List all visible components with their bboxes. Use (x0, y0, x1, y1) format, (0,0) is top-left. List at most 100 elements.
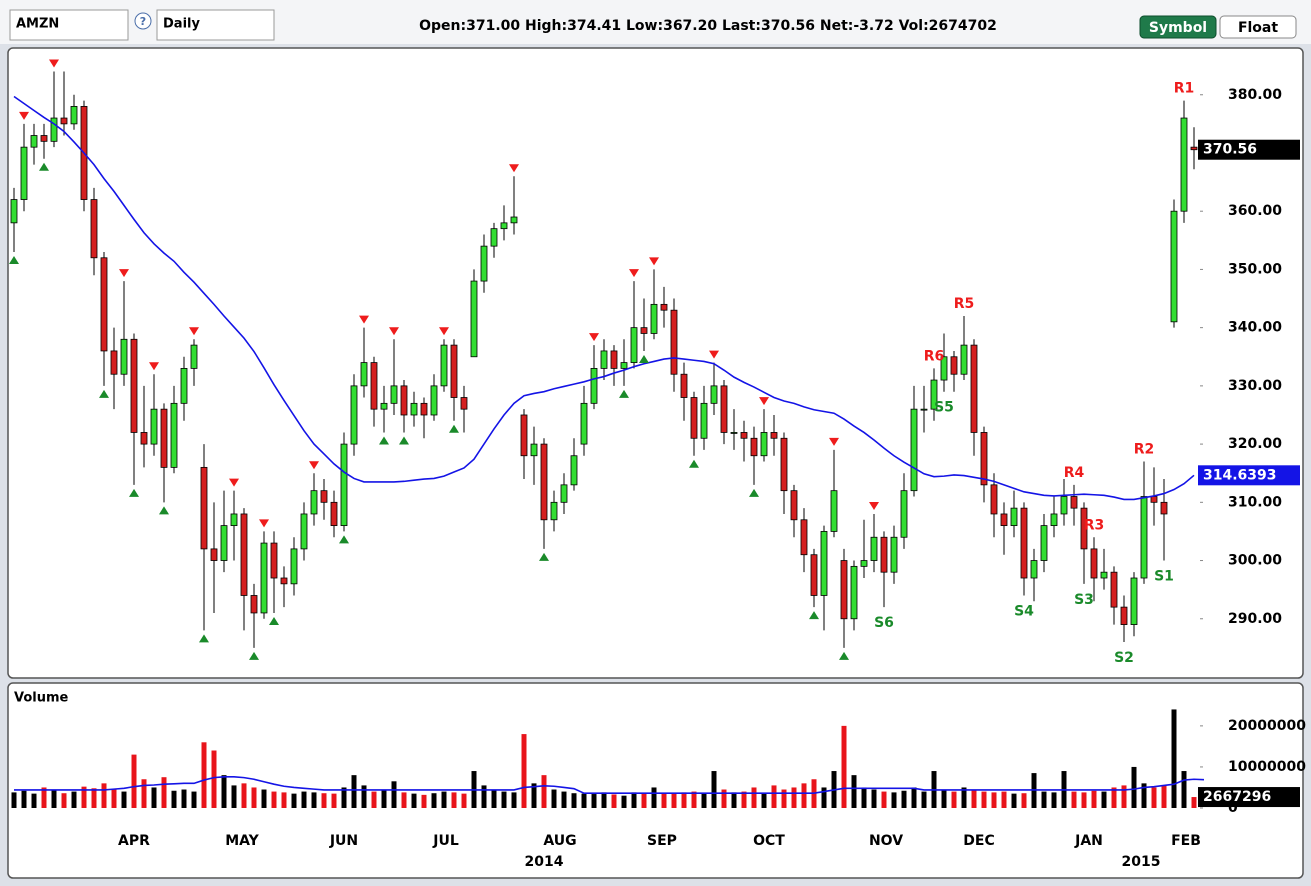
volume-bar (311, 792, 317, 808)
volume-bar (631, 792, 637, 808)
candle-body (50, 117, 58, 142)
candle-body (10, 199, 18, 224)
candle-body (140, 432, 148, 445)
candle-body (890, 536, 898, 573)
volume-bar (1001, 791, 1007, 808)
volume-bar (1101, 791, 1107, 808)
volume-bar (541, 775, 547, 808)
symbol-button[interactable] (1139, 15, 1217, 39)
volume-bar (381, 789, 387, 808)
symbol-input[interactable] (9, 9, 129, 41)
candle-body (880, 536, 888, 573)
volume-bar (51, 789, 57, 808)
candle-body (200, 466, 208, 550)
swing-high-marker (229, 478, 239, 487)
volume-bar (331, 793, 337, 808)
candle-body (190, 344, 198, 369)
volume-bar (731, 792, 737, 808)
y-tick-label: 10000000 (1228, 759, 1306, 775)
candle-body (780, 437, 788, 492)
swing-high-marker (359, 315, 369, 324)
volume-bar (361, 785, 367, 808)
volume-bar (681, 792, 687, 808)
volume-bar (131, 754, 137, 808)
candle-body (360, 362, 368, 387)
candle-body (650, 303, 658, 334)
candle-body (390, 385, 398, 404)
x-tick-label: FEB (1171, 833, 1201, 849)
candle-body (290, 548, 298, 585)
volume-bar (1181, 771, 1187, 808)
candle-body (410, 402, 418, 416)
support-label: S3 (1074, 592, 1094, 608)
volume-bar (231, 785, 237, 808)
candle-body (740, 432, 748, 439)
help-icon[interactable] (134, 12, 152, 30)
volume-bar (181, 789, 187, 808)
volume-bar (761, 793, 767, 808)
symbol: AMZN (16, 17, 59, 32)
float-button[interactable] (1219, 15, 1297, 39)
candle-body (800, 519, 808, 556)
volume-tag (1198, 787, 1300, 808)
volume-bar (671, 793, 677, 808)
x-tick-label: NOV (869, 833, 903, 849)
volume-bar (991, 792, 997, 808)
candle-body (500, 222, 508, 230)
volume-bar (701, 793, 707, 808)
candle-body (90, 199, 98, 259)
volume-bar (901, 790, 907, 808)
y-tick-label: 330.00 (1228, 378, 1282, 394)
volume-bar (801, 783, 807, 808)
candle-body (720, 385, 728, 433)
y-tick-label: 350.00 (1228, 261, 1282, 277)
volume-bar (611, 794, 617, 808)
x-tick-label: DEC (963, 833, 994, 849)
volume-bar (1151, 787, 1157, 808)
swing-low-marker (619, 389, 629, 398)
volume-bar (281, 792, 287, 808)
volume-bar (821, 787, 827, 808)
candle-body (20, 146, 28, 200)
x-tick-label: APR (118, 833, 150, 849)
candle-body (260, 542, 268, 614)
swing-low-marker (249, 651, 259, 660)
volume-bar (781, 789, 787, 808)
volume-bar (871, 789, 877, 808)
x-tick-label: AUG (543, 833, 576, 849)
volume-bar (711, 771, 717, 808)
swing-high-marker (439, 327, 449, 336)
candle-body (300, 513, 308, 550)
volume-bar (1111, 787, 1117, 808)
candle-body (1190, 146, 1198, 151)
volume-bar (121, 791, 127, 808)
volume-bar (981, 791, 987, 808)
candle-body (1180, 117, 1188, 212)
swing-low-marker (129, 488, 139, 497)
volume-bar (961, 787, 967, 808)
volume-bar (641, 793, 647, 808)
swing-low-marker (639, 354, 649, 363)
swing-low-marker (269, 616, 279, 625)
volume-panel (7, 682, 1304, 879)
volume-bar (191, 791, 197, 808)
swing-high-marker (629, 269, 639, 278)
resistance-label: R5 (954, 296, 975, 312)
year-label: 2015 (1122, 854, 1161, 870)
volume-bar (241, 783, 247, 808)
volume-bar (371, 791, 377, 808)
swing-high-marker (869, 501, 879, 510)
volume-bar (841, 725, 847, 808)
candle-body (590, 368, 598, 404)
period-select[interactable] (156, 9, 275, 41)
symbol-button-text: Symbol (1149, 20, 1207, 36)
volume-bar (501, 791, 507, 808)
volume-bar (301, 791, 307, 808)
candle-body (370, 362, 378, 410)
volume-bar (71, 791, 77, 808)
support-label: S5 (934, 400, 954, 416)
candle-body (280, 577, 288, 585)
candle-body (1040, 525, 1048, 561)
volume-bar (91, 788, 97, 808)
swing-high-marker (509, 164, 519, 173)
